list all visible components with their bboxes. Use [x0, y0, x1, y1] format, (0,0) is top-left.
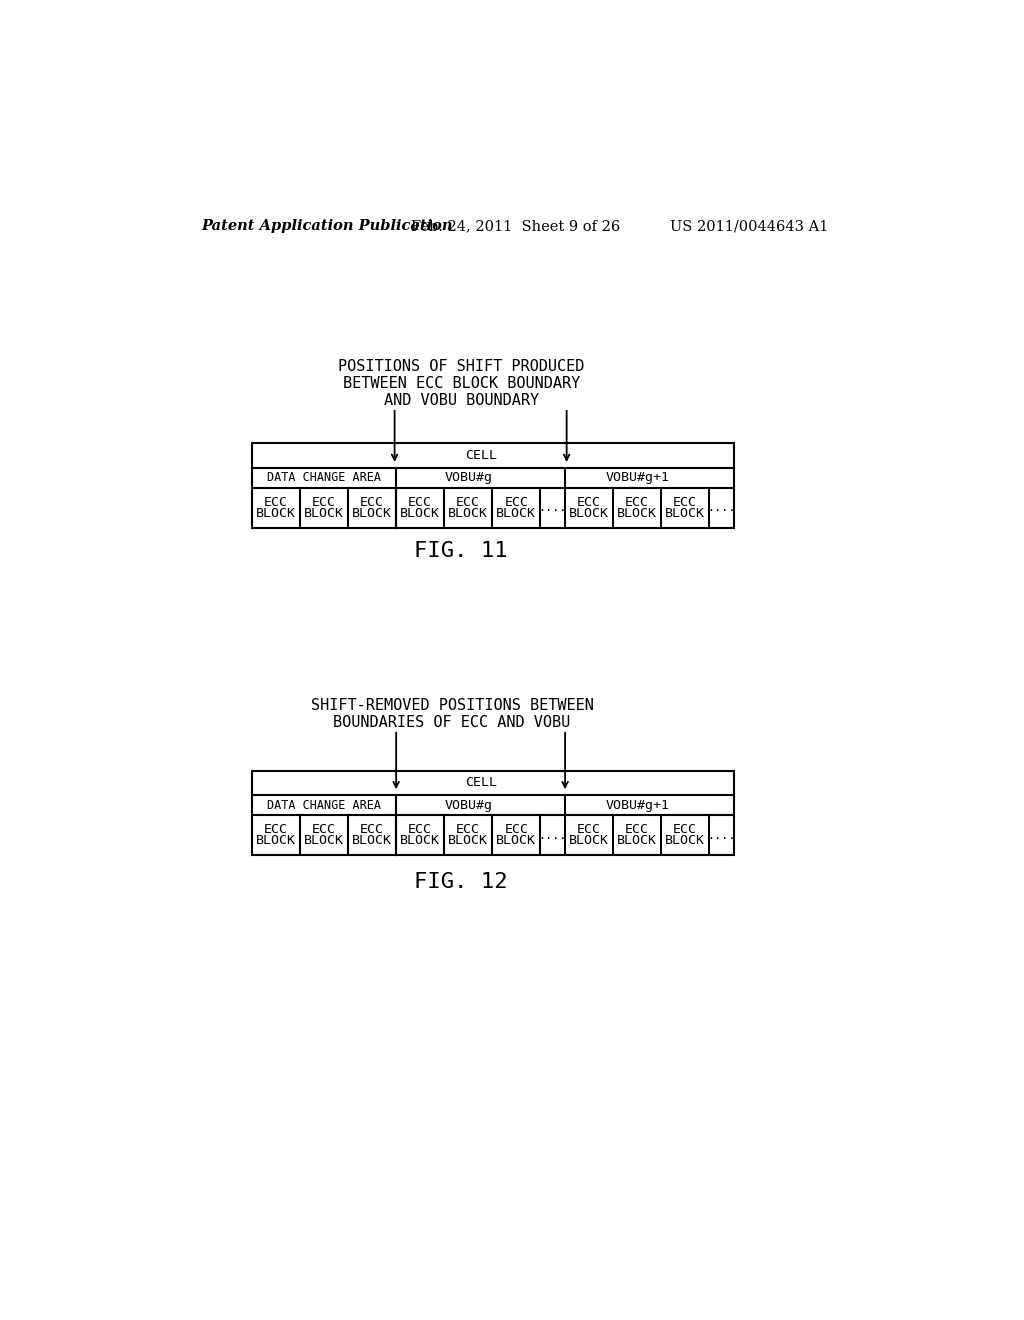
- Text: US 2011/0044643 A1: US 2011/0044643 A1: [671, 219, 828, 234]
- Text: VOBU#g: VOBU#g: [444, 799, 493, 812]
- Text: ECC: ECC: [578, 496, 601, 510]
- Text: ECC: ECC: [409, 824, 432, 837]
- Text: BLOCK: BLOCK: [569, 834, 609, 847]
- Text: ECC: ECC: [264, 824, 288, 837]
- Text: ECC: ECC: [504, 824, 528, 837]
- Text: BLOCK: BLOCK: [666, 507, 706, 520]
- Text: BLOCK: BLOCK: [449, 507, 488, 520]
- Text: ECC: ECC: [626, 824, 649, 837]
- Text: BLOCK: BLOCK: [449, 834, 488, 847]
- Text: POSITIONS OF SHIFT PRODUCED: POSITIONS OF SHIFT PRODUCED: [338, 359, 585, 374]
- Text: BLOCK: BLOCK: [304, 507, 344, 520]
- Text: BLOCK: BLOCK: [666, 834, 706, 847]
- Text: ECC: ECC: [409, 496, 432, 510]
- Text: ....: ....: [708, 829, 736, 842]
- Text: BLOCK: BLOCK: [617, 834, 657, 847]
- Text: FIG. 12: FIG. 12: [415, 873, 508, 892]
- Text: BETWEEN ECC BLOCK BOUNDARY: BETWEEN ECC BLOCK BOUNDARY: [343, 376, 580, 391]
- Text: FIG. 11: FIG. 11: [415, 541, 508, 561]
- Text: ECC: ECC: [264, 496, 288, 510]
- Text: VOBU#g+1: VOBU#g+1: [605, 471, 669, 484]
- Text: ECC: ECC: [360, 496, 384, 510]
- Text: ECC: ECC: [673, 496, 697, 510]
- Text: ECC: ECC: [673, 824, 697, 837]
- Bar: [252, 444, 734, 528]
- Bar: [252, 771, 734, 855]
- Text: CELL: CELL: [465, 776, 497, 789]
- Text: ....: ....: [539, 502, 567, 515]
- Text: ....: ....: [708, 502, 736, 515]
- Text: ECC: ECC: [312, 824, 336, 837]
- Text: BLOCK: BLOCK: [400, 834, 440, 847]
- Text: SHIFT-REMOVED POSITIONS BETWEEN: SHIFT-REMOVED POSITIONS BETWEEN: [310, 697, 593, 713]
- Text: BLOCK: BLOCK: [256, 507, 296, 520]
- Text: Feb. 24, 2011  Sheet 9 of 26: Feb. 24, 2011 Sheet 9 of 26: [411, 219, 621, 234]
- Text: BLOCK: BLOCK: [352, 834, 392, 847]
- Text: BLOCK: BLOCK: [497, 834, 537, 847]
- Text: Patent Application Publication: Patent Application Publication: [202, 219, 454, 234]
- Text: VOBU#g: VOBU#g: [444, 471, 493, 484]
- Text: ....: ....: [539, 829, 567, 842]
- Text: CELL: CELL: [465, 449, 497, 462]
- Text: BLOCK: BLOCK: [497, 507, 537, 520]
- Text: ECC: ECC: [578, 824, 601, 837]
- Text: ECC: ECC: [457, 496, 480, 510]
- Text: BLOCK: BLOCK: [256, 834, 296, 847]
- Text: BLOCK: BLOCK: [400, 507, 440, 520]
- Text: BLOCK: BLOCK: [569, 507, 609, 520]
- Text: BOUNDARIES OF ECC AND VOBU: BOUNDARIES OF ECC AND VOBU: [334, 714, 570, 730]
- Text: ECC: ECC: [457, 824, 480, 837]
- Text: BLOCK: BLOCK: [617, 507, 657, 520]
- Text: BLOCK: BLOCK: [304, 834, 344, 847]
- Text: BLOCK: BLOCK: [352, 507, 392, 520]
- Text: AND VOBU BOUNDARY: AND VOBU BOUNDARY: [384, 392, 539, 408]
- Text: ECC: ECC: [360, 824, 384, 837]
- Text: ECC: ECC: [626, 496, 649, 510]
- Text: ECC: ECC: [312, 496, 336, 510]
- Text: DATA CHANGE AREA: DATA CHANGE AREA: [267, 799, 381, 812]
- Text: VOBU#g+1: VOBU#g+1: [605, 799, 669, 812]
- Text: DATA CHANGE AREA: DATA CHANGE AREA: [267, 471, 381, 484]
- Text: ECC: ECC: [504, 496, 528, 510]
